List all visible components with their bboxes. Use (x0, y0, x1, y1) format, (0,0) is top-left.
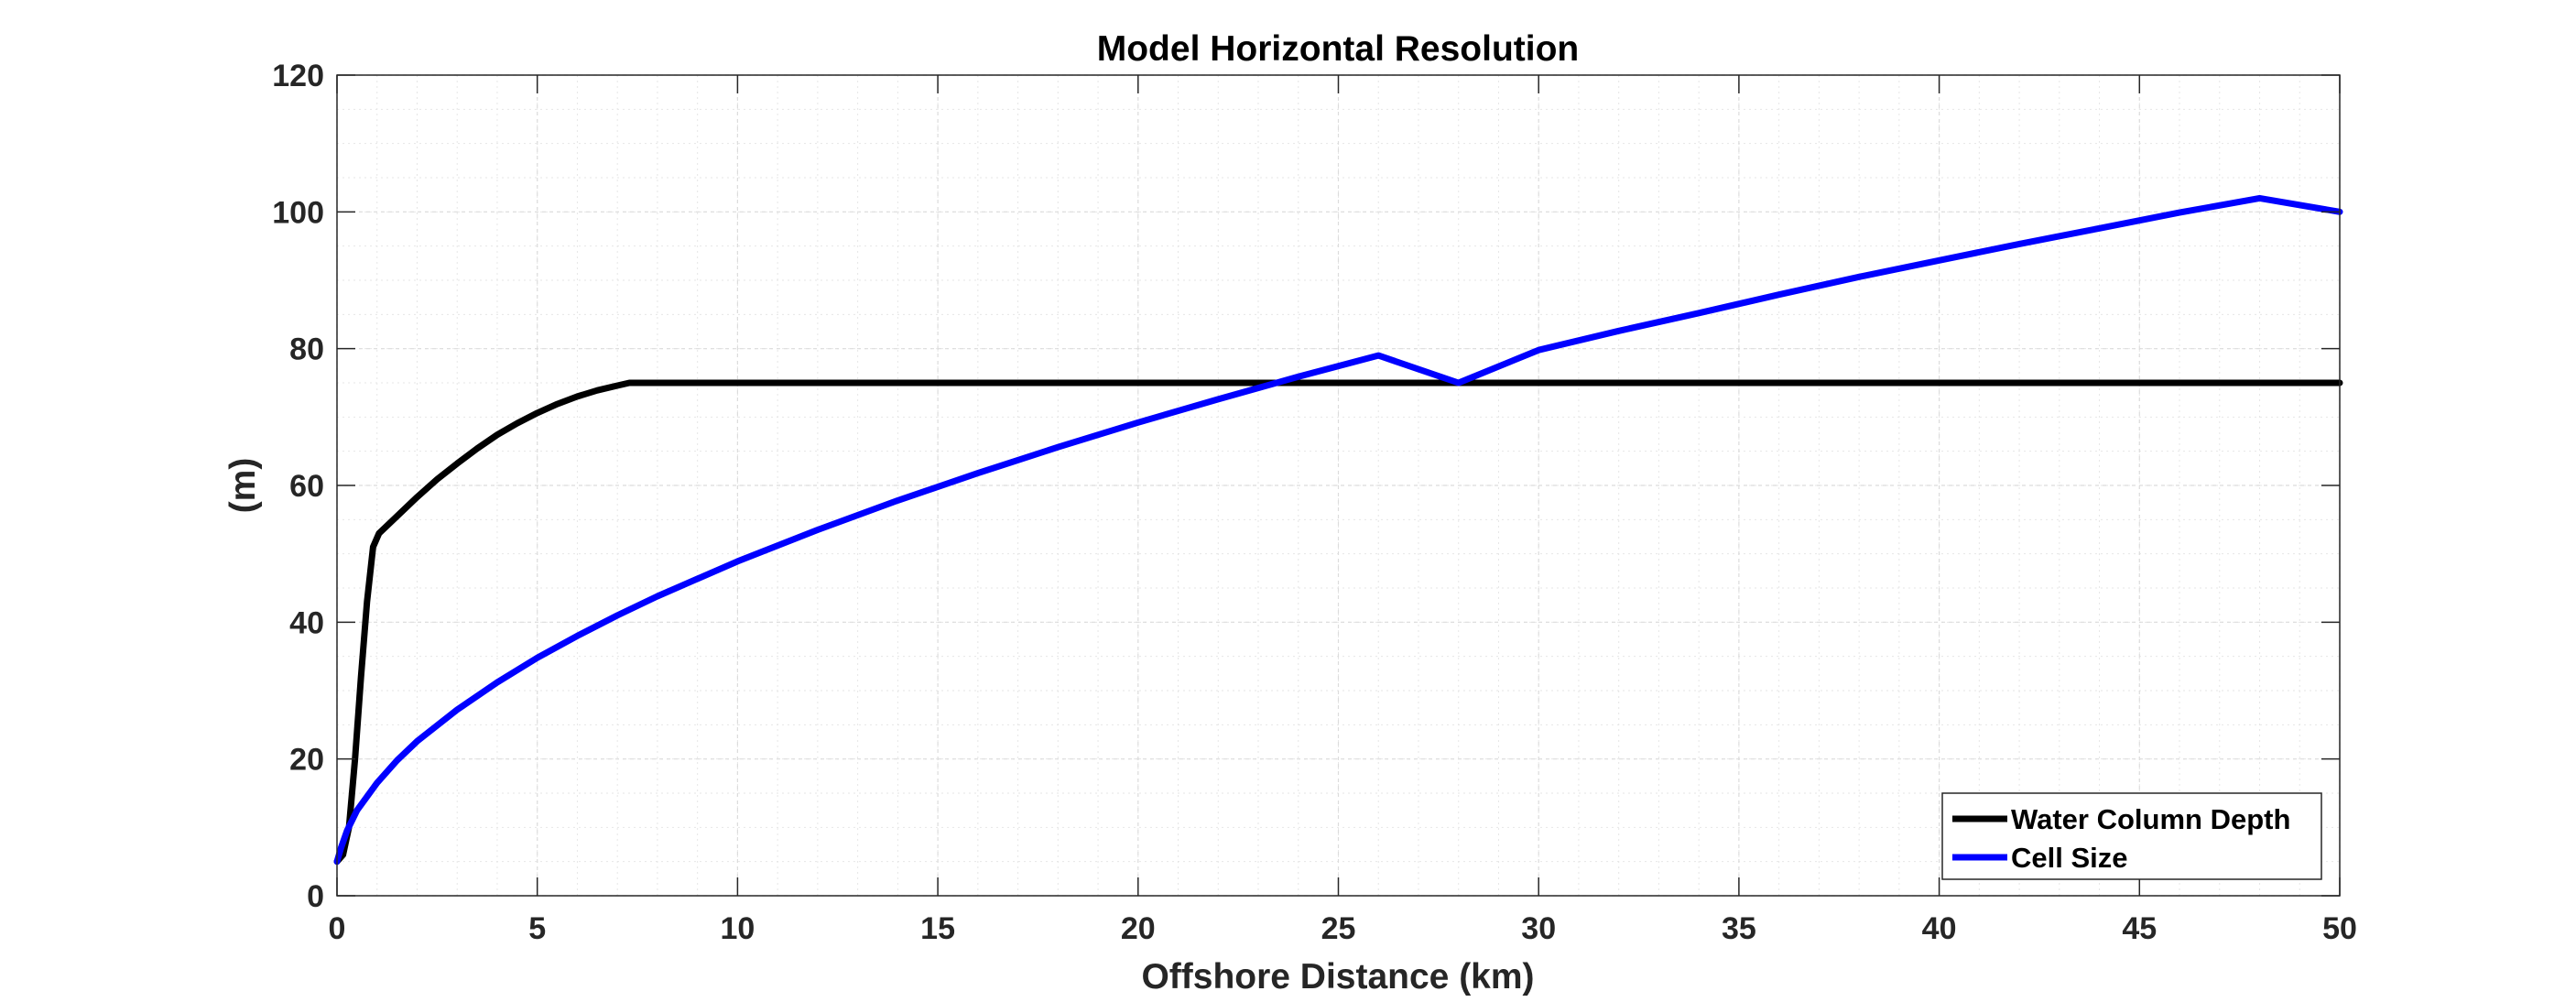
series-line-cell-size (333, 194, 2343, 866)
x-tick-labels: 0 5 10 15 20 25 30 35 40 45 50 (329, 911, 2357, 946)
y-axis-label: (m) (223, 458, 263, 514)
x-tick-label: 15 (920, 911, 955, 946)
y-tick-label: 60 (289, 469, 324, 504)
legend: Water Column Depth Cell Size (1941, 792, 2322, 880)
x-axis-label: Offshore Distance (km) (1141, 957, 1534, 997)
y-tick-labels: 0 20 40 60 80 100 120 (272, 59, 324, 914)
x-tick-label: 25 (1321, 911, 1356, 946)
x-tick-label: 20 (1121, 911, 1156, 946)
x-tick-label: 45 (2122, 911, 2157, 946)
x-tick-label: 0 (329, 911, 346, 946)
chart-title: Model Horizontal Resolution (1097, 29, 1579, 69)
x-tick-label: 50 (2322, 911, 2357, 946)
y-tick-label: 80 (289, 332, 324, 367)
y-tick-label: 20 (289, 743, 324, 778)
y-tick-label: 40 (289, 605, 324, 640)
x-tick-label: 35 (1722, 911, 1756, 946)
legend-label-cell-size: Cell Size (2011, 842, 2128, 874)
legend-box (1941, 792, 2322, 880)
x-tick-label: 10 (720, 911, 755, 946)
x-tick-label: 5 (528, 911, 546, 946)
axis-ticks (336, 74, 2341, 897)
y-tick-label: 0 (307, 879, 324, 914)
legend-label-water-column-depth: Water Column Depth (2011, 803, 2290, 835)
series-lines (333, 194, 2343, 866)
x-tick-label: 40 (1922, 911, 1957, 946)
y-tick-label: 100 (272, 195, 324, 230)
x-tick-label: 30 (1521, 911, 1556, 946)
series-line-water-column-depth (333, 379, 2343, 866)
y-tick-label: 120 (272, 59, 324, 93)
